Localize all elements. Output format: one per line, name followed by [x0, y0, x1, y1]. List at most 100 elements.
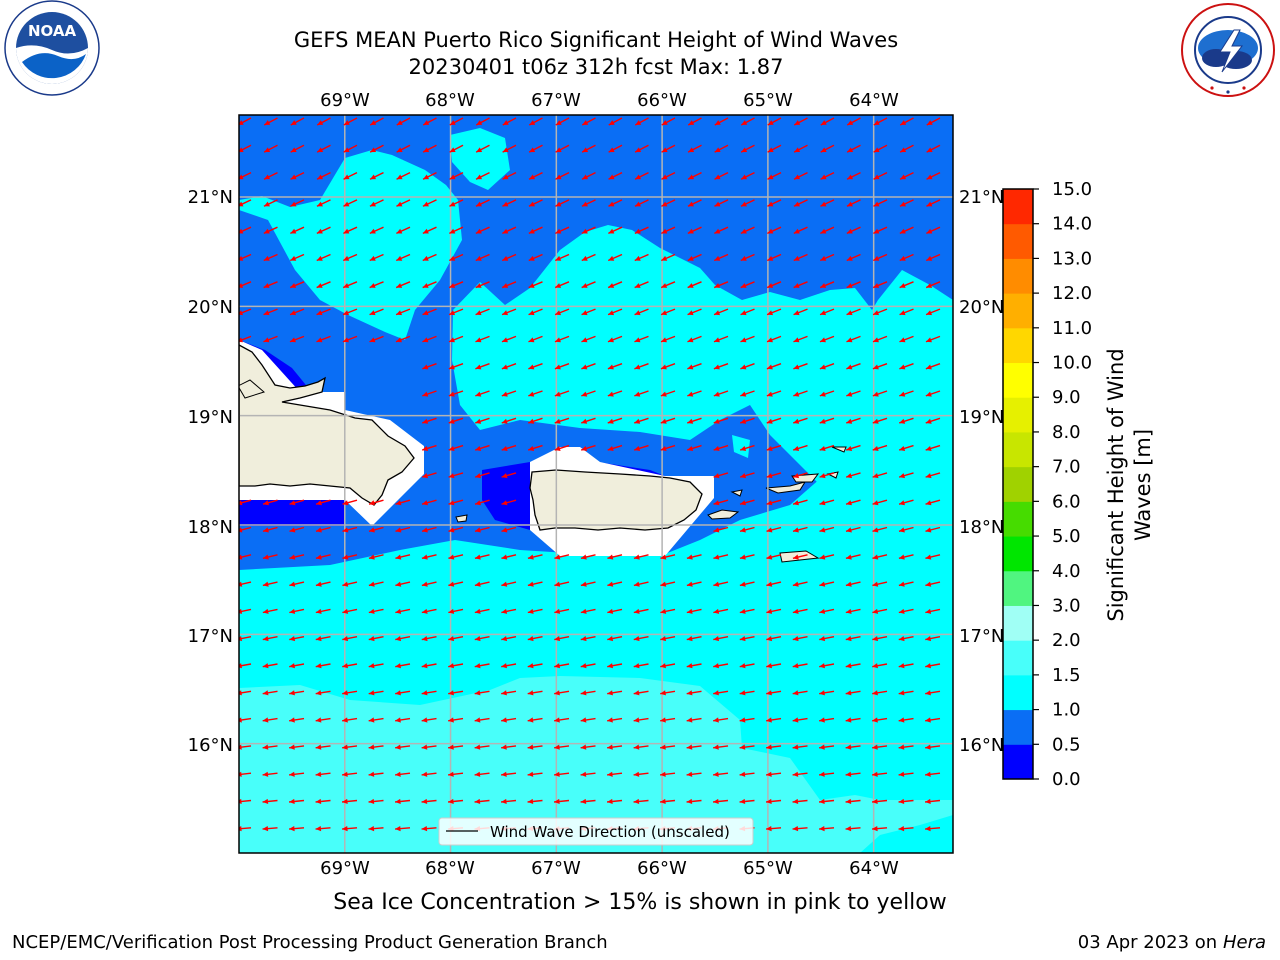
wave-direction-arrowhead — [687, 391, 694, 397]
wave-direction-arrowhead — [687, 228, 694, 234]
wave-direction-arrowhead — [289, 826, 295, 832]
wave-direction-arrowhead — [820, 228, 827, 234]
wave-direction-arrowhead — [633, 554, 640, 560]
wave-direction-arrowhead — [792, 798, 799, 805]
wave-direction-arrowhead — [262, 581, 269, 587]
wave-direction-arrowhead — [741, 147, 748, 153]
wave-direction-arrowhead — [555, 201, 562, 207]
wave-direction-arrowhead — [290, 255, 297, 261]
wave-direction-arrowhead — [872, 500, 879, 506]
wave-direction-arrowhead — [422, 310, 429, 316]
wave-direction-arrowhead — [422, 445, 429, 451]
wave-direction-arrowhead — [448, 445, 455, 451]
wave-direction-arrowhead — [581, 337, 588, 343]
wave-direction-arrowhead — [713, 500, 720, 506]
wave-direction-arrowhead — [580, 690, 587, 696]
wave-direction-arrowhead — [289, 527, 296, 533]
wave-direction-arrowhead — [925, 581, 932, 587]
wave-direction-arrowhead — [396, 120, 403, 126]
wave-direction-arrowhead — [239, 663, 243, 669]
wave-direction-arrowhead — [873, 120, 880, 126]
wave-direction-arrowhead — [502, 228, 509, 234]
wave-direction-arrowhead — [289, 663, 296, 669]
wave-direction-arrowhead — [766, 663, 773, 669]
wave-direction-arrowhead — [528, 201, 535, 207]
wave-direction-arrowhead — [449, 174, 456, 180]
wave-direction-arrowhead — [396, 201, 403, 207]
wave-direction-arrow — [239, 690, 252, 694]
wave-direction-arrowhead — [555, 228, 562, 234]
wave-direction-arrowhead — [872, 663, 879, 669]
wave-direction-arrowhead — [872, 581, 879, 587]
wave-direction-arrowhead — [239, 581, 243, 587]
wave-direction-arrowhead — [474, 554, 481, 560]
wave-direction-arrowhead — [501, 663, 508, 669]
wave-direction-arrowhead — [529, 120, 536, 126]
wave-direction-arrowhead — [474, 527, 481, 533]
wave-direction-arrowhead — [395, 337, 402, 343]
wave-direction-arrowhead — [395, 581, 402, 587]
wave-direction-arrowhead — [343, 147, 350, 153]
wave-direction-arrowhead — [793, 283, 800, 288]
wave-direction-arrowhead — [370, 147, 377, 153]
wave-direction-arrowhead — [899, 391, 906, 397]
wave-direction-arrowhead — [660, 690, 666, 696]
wave-direction-arrowhead — [767, 201, 774, 207]
wave-direction-arrowhead — [421, 581, 428, 587]
wave-direction-arrowhead — [845, 581, 852, 587]
wave-direction-arrowhead — [633, 744, 640, 750]
wave-direction-arrowhead — [792, 663, 799, 669]
wave-direction-arrowhead — [793, 364, 800, 370]
wave-direction-arrowhead — [633, 608, 640, 614]
wave-direction-arrowhead — [661, 201, 668, 207]
wave-direction-arrowhead — [714, 283, 721, 288]
wave-direction-arrowhead — [687, 310, 694, 316]
wave-direction-arrowhead — [502, 310, 509, 316]
wave-direction-arrowhead — [475, 418, 482, 424]
wave-direction-arrowhead — [739, 608, 746, 614]
colorbar-segment — [1003, 258, 1033, 294]
wave-direction-arrowhead — [448, 554, 455, 560]
wave-direction-arrowhead — [475, 201, 482, 207]
wave-direction-arrowhead — [555, 174, 562, 180]
wave-direction-arrowhead — [474, 581, 481, 587]
wave-direction-arrowhead — [845, 744, 852, 750]
land-hispaniola — [239, 344, 415, 506]
wave-direction-arrowhead — [422, 337, 429, 343]
wave-direction-arrowhead — [607, 337, 614, 343]
wave-direction-arrowhead — [713, 473, 720, 479]
wave-direction-arrowhead — [607, 635, 614, 642]
wave-direction-arrow — [239, 499, 252, 505]
colorbar-segment — [1003, 744, 1033, 780]
wave-direction-arrowhead — [528, 255, 535, 261]
wave-direction-arrowhead — [633, 635, 640, 642]
wave-direction-arrowhead — [475, 500, 481, 506]
wave-direction-arrowhead — [342, 608, 349, 614]
wave-direction-arrowhead — [239, 554, 243, 560]
wave-direction-arrowhead — [448, 771, 454, 777]
wave-direction-arrowhead — [501, 798, 507, 805]
wave-direction-arrowhead — [739, 798, 746, 805]
wave-direction-arrowhead — [368, 771, 375, 777]
lon-label: 66°W — [637, 858, 687, 879]
colorbar-ticks: 0.0 0.5 1.0 1.5 2.0 3.0 4.0 5.0 6.0 7.0 8.0 9.0 10.0… — [1033, 179, 1092, 790]
wave-direction-arrowhead — [687, 418, 694, 424]
wave-direction-arrowhead — [369, 255, 376, 261]
wave-direction-arrowhead — [555, 147, 562, 153]
wave-direction-arrowhead — [502, 201, 509, 207]
wave-direction-arrowhead — [264, 120, 271, 126]
wave-direction-arrowhead — [262, 663, 269, 669]
wave-direction-arrow — [239, 717, 252, 722]
wave-direction-arrowhead — [476, 174, 483, 180]
wave-direction-arrowhead — [819, 581, 826, 587]
wave-direction-arrowhead — [448, 473, 455, 479]
wave-direction-arrowhead — [688, 174, 695, 180]
wave-direction-arrowhead — [475, 364, 482, 370]
wave-direction-arrowhead — [634, 391, 641, 397]
wave-direction-arrowhead — [316, 337, 323, 343]
wave-direction-arrowhead — [580, 771, 587, 777]
wave-direction-arrowhead — [475, 391, 482, 397]
wave-direction-arrowhead — [845, 798, 852, 805]
wave-direction-arrowhead — [607, 690, 613, 696]
wave-direction-arrowhead — [475, 337, 482, 343]
